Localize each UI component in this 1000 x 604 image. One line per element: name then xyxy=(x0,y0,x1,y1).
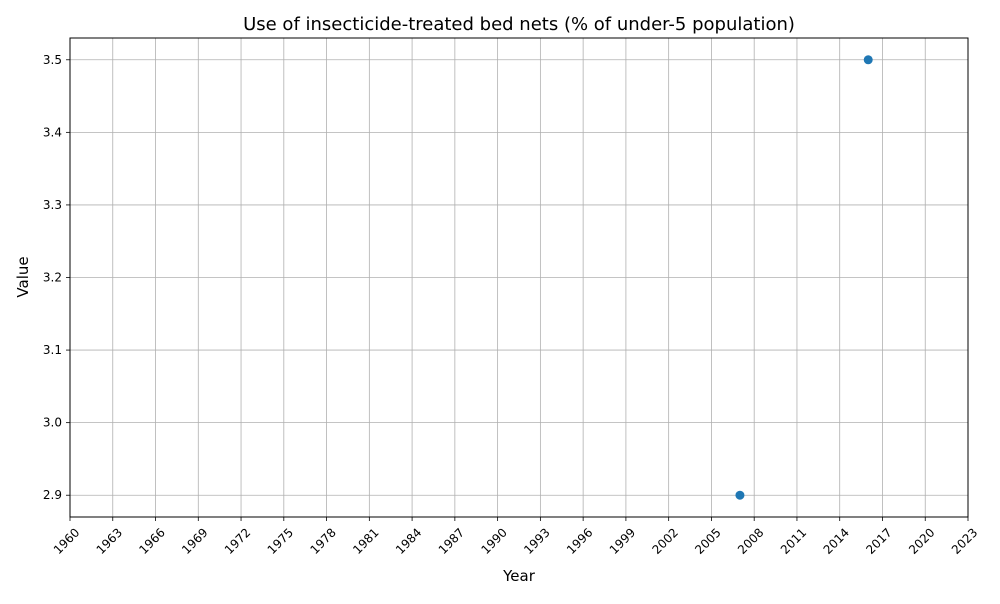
x-tick-label: 1990 xyxy=(478,525,509,556)
data-point xyxy=(863,55,873,65)
y-tick-label: 3.4 xyxy=(43,125,62,139)
y-tick-label: 3.5 xyxy=(43,53,62,67)
x-tick-label: 2005 xyxy=(692,525,723,556)
x-tick-label: 1975 xyxy=(265,525,296,556)
x-tick-label: 1966 xyxy=(136,525,167,556)
x-tick-label: 1999 xyxy=(607,525,638,556)
x-tick-label: 2002 xyxy=(650,525,681,556)
x-tick-label: 1996 xyxy=(564,525,595,556)
x-axis-ticks: 1960 1963 1966 1969 1972 1975 1978 1981 1984 1987… xyxy=(51,517,980,557)
y-tick-label: 3.0 xyxy=(43,416,62,430)
y-axis-ticks: 2.9 3.0 3.1 3.2 3.3 3.4 3.5 xyxy=(43,53,70,502)
x-tick-label: 2020 xyxy=(906,525,937,556)
x-tick-label: 1993 xyxy=(521,525,552,556)
y-tick-label: 3.2 xyxy=(43,271,62,285)
x-tick-label: 1981 xyxy=(350,525,381,556)
x-tick-label: 2017 xyxy=(863,525,894,556)
x-tick-label: 1960 xyxy=(51,525,82,556)
x-tick-label: 1963 xyxy=(94,525,125,556)
x-tick-label: 2011 xyxy=(778,525,809,556)
x-tick-label: 1984 xyxy=(393,525,424,556)
x-tick-label: 1987 xyxy=(436,525,467,556)
data-point xyxy=(735,490,745,500)
y-tick-label: 3.3 xyxy=(43,198,62,212)
chart-title: Use of insecticide-treated bed nets (% o… xyxy=(243,14,795,35)
x-tick-label: 2008 xyxy=(735,525,766,556)
x-axis-label: Year xyxy=(502,567,536,585)
x-tick-label: 1969 xyxy=(179,525,210,556)
x-tick-label: 1972 xyxy=(222,525,253,556)
y-tick-label: 2.9 xyxy=(43,488,62,502)
x-tick-label: 1978 xyxy=(307,525,338,556)
grid xyxy=(69,38,969,517)
y-tick-label: 3.1 xyxy=(43,343,62,357)
data-points xyxy=(735,55,873,500)
x-tick-label: 2023 xyxy=(949,525,980,556)
y-axis-label: Value xyxy=(14,256,32,297)
x-tick-label: 2014 xyxy=(821,525,852,556)
